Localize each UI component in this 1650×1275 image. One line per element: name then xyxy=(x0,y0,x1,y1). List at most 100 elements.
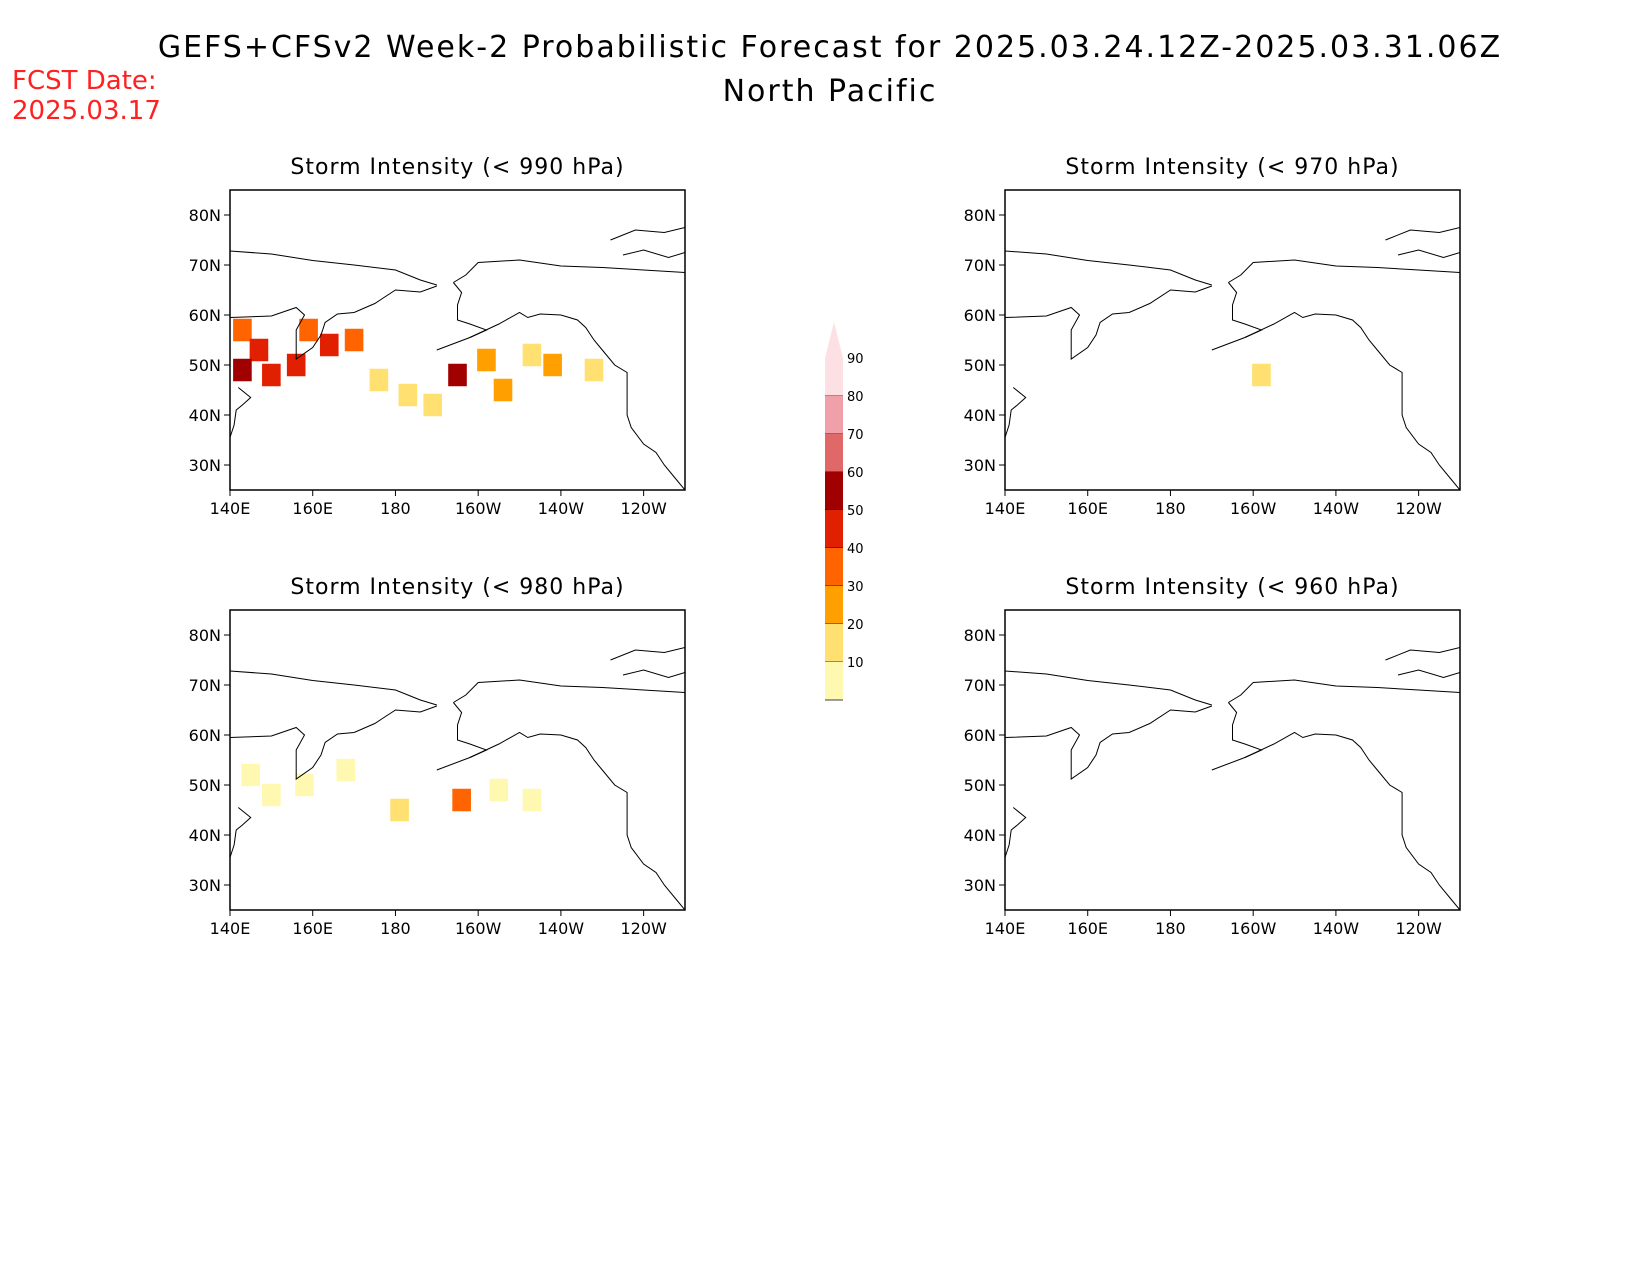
coastline xyxy=(1005,250,1212,286)
probability-cell xyxy=(448,363,467,387)
probability-cell xyxy=(241,763,260,787)
probability-cell xyxy=(522,788,542,812)
y-tick-label: 60N xyxy=(189,306,221,325)
coastline xyxy=(1244,311,1460,490)
y-tick-label: 40N xyxy=(189,826,221,845)
map-frame xyxy=(229,189,686,491)
coastline xyxy=(1005,705,1212,780)
probability-cell xyxy=(584,358,604,382)
probability-cell xyxy=(493,378,513,402)
y-tick-label: 40N xyxy=(964,826,996,845)
coastline xyxy=(1397,669,1460,679)
legend-label: 50 xyxy=(847,504,864,519)
y-tick-label: 30N xyxy=(189,456,221,475)
legend-label: 80 xyxy=(847,390,864,405)
probability-cell xyxy=(452,788,471,812)
y-tick-label: 60N xyxy=(964,306,996,325)
legend-swatch xyxy=(825,548,843,586)
coastline xyxy=(230,387,252,438)
coastline xyxy=(1211,282,1263,351)
y-tick-label: 50N xyxy=(189,776,221,795)
coastline xyxy=(1385,227,1460,241)
x-tick-label: 160W xyxy=(455,499,502,518)
coastline xyxy=(610,647,685,661)
x-tick-label: 140W xyxy=(1313,499,1360,518)
y-tick-label: 50N xyxy=(964,356,996,375)
x-tick-label: 180 xyxy=(1155,919,1186,938)
legend-swatch xyxy=(825,510,843,548)
coastline xyxy=(622,249,685,259)
map-frame xyxy=(1004,189,1461,491)
y-tick-label: 70N xyxy=(189,676,221,695)
color-legend: 90 80 70 60 50 40 30 20 10 xyxy=(825,322,864,701)
subtitle: North Pacific xyxy=(722,74,938,109)
legend-label: 60 xyxy=(847,466,864,481)
probability-cell xyxy=(233,318,252,342)
probability-cell xyxy=(398,383,418,407)
x-tick-label: 140W xyxy=(1313,919,1360,938)
coastline xyxy=(1005,387,1027,438)
probability-cell xyxy=(295,773,314,797)
x-tick-label: 160W xyxy=(1230,919,1277,938)
y-tick-label: 60N xyxy=(964,726,996,745)
legend-swatch xyxy=(825,472,843,510)
legend-swatch xyxy=(825,662,843,700)
y-tick-label: 80N xyxy=(189,626,221,645)
x-tick-label: 160E xyxy=(1067,919,1108,938)
x-tick-label: 180 xyxy=(380,499,411,518)
panel-title: Storm Intensity (< 970 hPa) xyxy=(1065,155,1399,180)
y-tick-label: 80N xyxy=(964,206,996,225)
legend-label: 20 xyxy=(847,618,864,633)
y-tick-label: 30N xyxy=(964,876,996,895)
probability-cell xyxy=(369,368,389,392)
probability-cell xyxy=(423,393,442,417)
legend-cap xyxy=(825,322,843,358)
coastline xyxy=(453,259,685,283)
panel-990: Storm Intensity (< 990 hPa) 140E 160E 180 16… xyxy=(189,155,686,518)
coastline xyxy=(1005,285,1212,360)
y-tick-label: 80N xyxy=(189,206,221,225)
legend-label: 10 xyxy=(847,656,864,671)
y-tick-label: 80N xyxy=(964,626,996,645)
map-frame xyxy=(1004,609,1461,911)
probability-cell xyxy=(319,333,339,357)
legend-label: 30 xyxy=(847,580,864,595)
x-tick-label: 180 xyxy=(1155,499,1186,518)
x-tick-label: 160W xyxy=(1230,499,1277,518)
x-tick-label: 140E xyxy=(985,499,1026,518)
y-tick-label: 40N xyxy=(189,406,221,425)
probability-cell xyxy=(299,318,318,342)
x-tick-label: 120W xyxy=(620,499,667,518)
panel-980: Storm Intensity (< 980 hPa) 140E 160E 180 16… xyxy=(189,575,686,938)
x-tick-label: 140E xyxy=(210,919,251,938)
y-tick-label: 30N xyxy=(189,876,221,895)
legend-label: 70 xyxy=(847,428,864,443)
x-tick-label: 120W xyxy=(1395,919,1442,938)
coastline xyxy=(230,705,437,780)
x-tick-label: 140W xyxy=(538,919,585,938)
probability-cell xyxy=(344,328,364,352)
coastline xyxy=(1228,259,1460,283)
coastline xyxy=(1397,249,1460,259)
probability-cell xyxy=(286,353,306,377)
probability-cell xyxy=(489,778,509,802)
probability-cell xyxy=(543,353,562,377)
coastline xyxy=(1005,670,1212,706)
coastline xyxy=(436,702,488,771)
y-tick-label: 50N xyxy=(189,356,221,375)
x-tick-label: 160E xyxy=(292,919,333,938)
coastline xyxy=(230,285,437,360)
x-tick-label: 160W xyxy=(455,919,502,938)
probability-cell xyxy=(1252,363,1271,387)
fcst-label: FCST Date: xyxy=(12,66,157,96)
probability-cell xyxy=(249,338,269,362)
x-tick-label: 160E xyxy=(1067,499,1108,518)
y-tick-label: 60N xyxy=(189,726,221,745)
panel-title: Storm Intensity (< 980 hPa) xyxy=(290,575,624,600)
y-tick-label: 70N xyxy=(964,256,996,275)
x-tick-label: 140E xyxy=(985,919,1026,938)
coastline xyxy=(610,227,685,241)
x-tick-label: 120W xyxy=(620,919,667,938)
coastline xyxy=(230,807,252,858)
coastline xyxy=(1244,731,1460,910)
